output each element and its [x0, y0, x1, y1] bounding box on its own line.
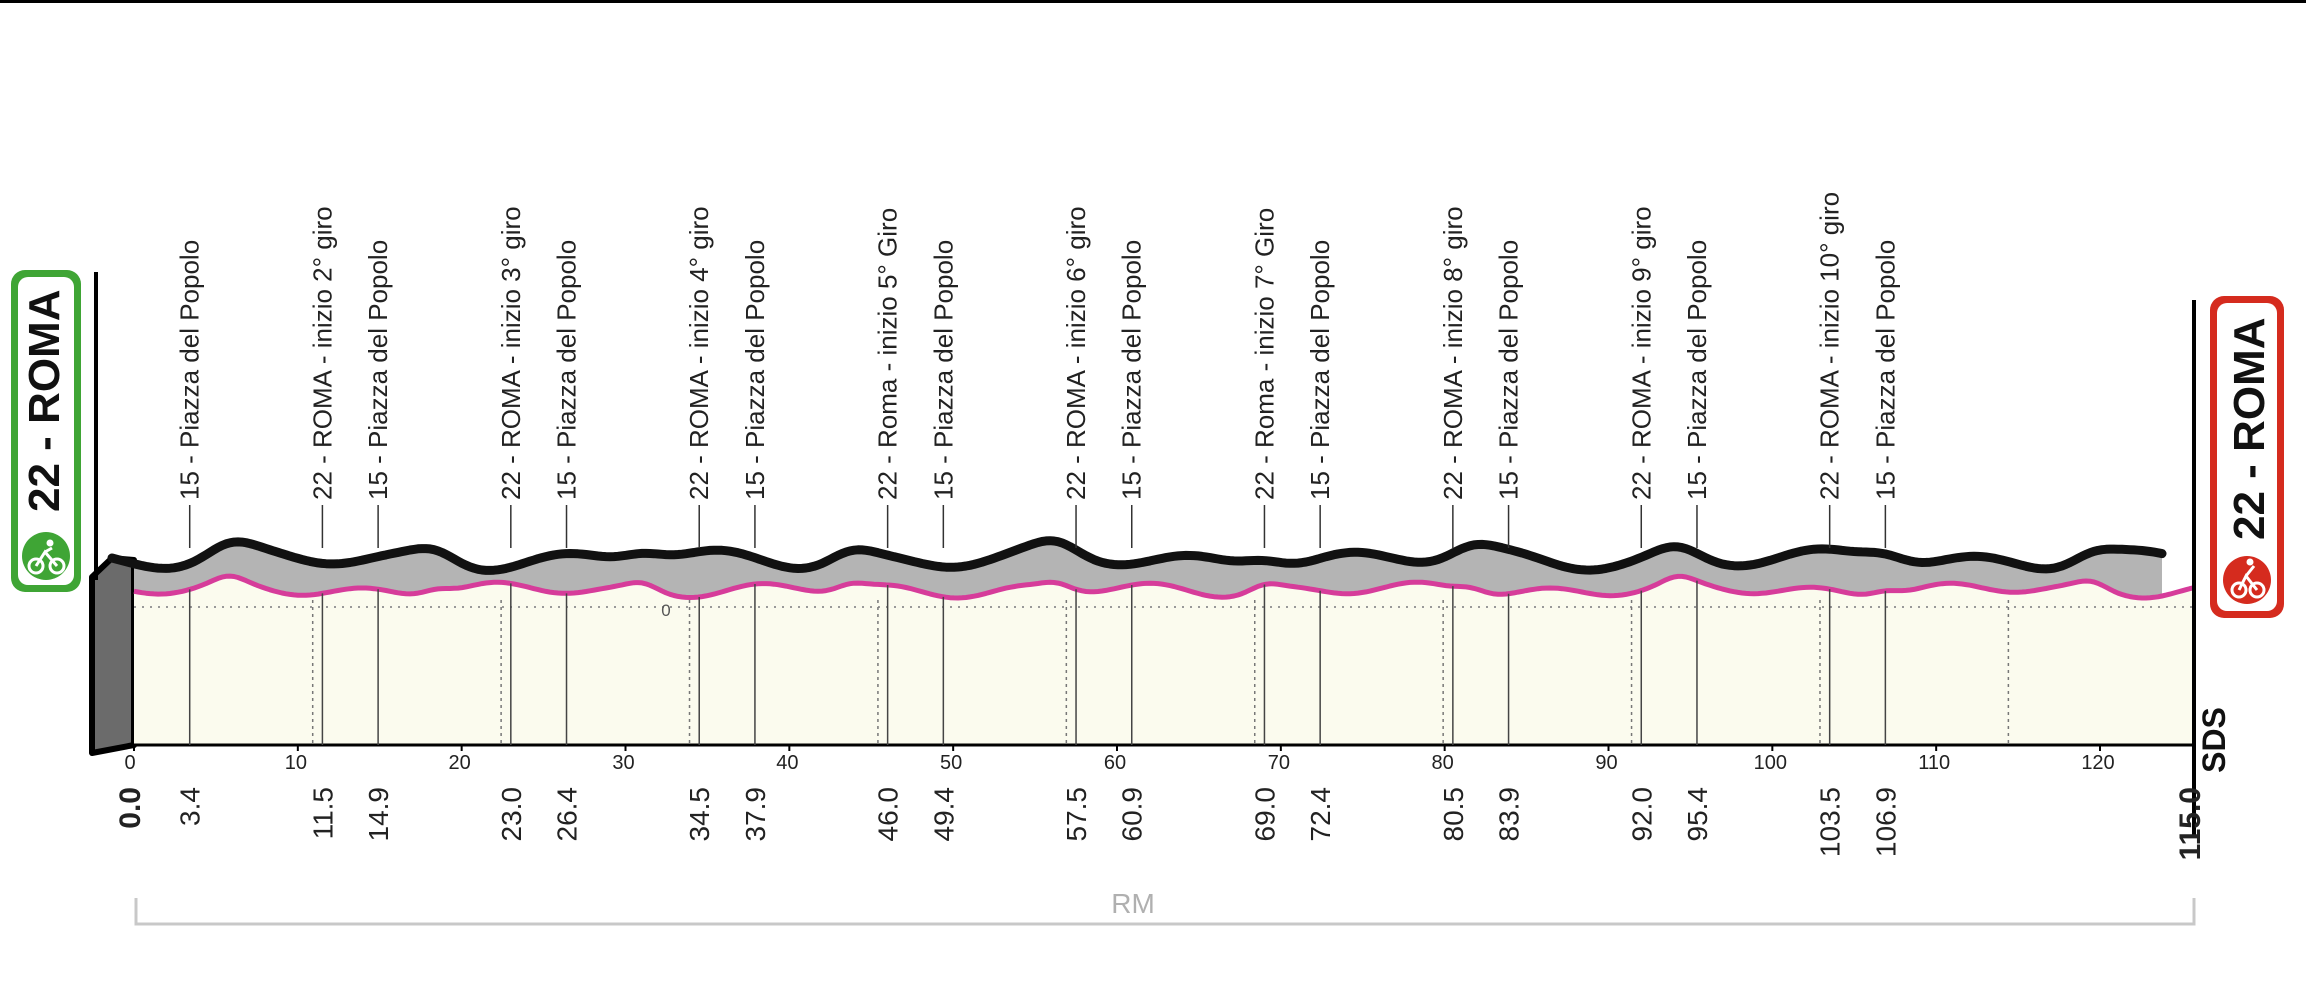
point-label: 15 - Piazza del Popolo [1682, 240, 1712, 500]
top-rule [0, 0, 2306, 3]
x-tick-label: 20 [449, 752, 471, 774]
x-tick-label: 120 [2081, 752, 2114, 774]
km-marker-label: 60.9 [1117, 787, 1148, 842]
km-marker-label: 26.4 [552, 787, 583, 842]
profile-base: 0 0 10 20 30 40 50 60 70 80 90 100 110 120 [89, 272, 2196, 836]
point-label: 22 - Roma - inizio 5° Giro [873, 208, 903, 500]
x-tick-label: 100 [1754, 752, 1787, 774]
km-marker-label: 11.5 [307, 787, 338, 839]
point-label: 22 - ROMA - inizio 9° giro [1626, 206, 1656, 500]
brand-logo: SDS [2196, 707, 2232, 773]
point-label: 22 - ROMA - inizio 8° giro [1438, 206, 1468, 500]
finish-badge: 22 - ROMA [2210, 296, 2284, 618]
point-label: 22 - ROMA - inizio 3° giro [496, 206, 526, 500]
x-tick-label: 10 [285, 752, 307, 774]
x-tick-label: 110 [1918, 752, 1950, 774]
x-tick-label: 50 [940, 752, 962, 774]
profile-line [133, 573, 2195, 601]
x-tick-label: 40 [776, 752, 798, 774]
km-marker-label: 103.5 [1815, 787, 1846, 857]
point-label: 15 - Piazza del Popolo [928, 240, 958, 500]
point-label: 15 - Piazza del Popolo [740, 240, 770, 500]
x-tick-label: 80 [1432, 752, 1454, 774]
km-marker-label: 83.9 [1494, 787, 1525, 842]
point-label: 15 - Piazza del Popolo [363, 240, 393, 500]
cyclist-icon [22, 532, 70, 580]
point-label: 15 - Piazza del Popolo [175, 240, 205, 500]
x-tick-label: 60 [1104, 752, 1126, 774]
point-label: 22 - Roma - inizio 7° Giro [1249, 208, 1279, 500]
km-marker-label: 3.4 [175, 787, 206, 826]
km-marker-label: 106.9 [1870, 787, 1901, 857]
point-label: 15 - Piazza del Popolo [1117, 240, 1147, 500]
point-label: 15 - Piazza del Popolo [552, 240, 582, 500]
point-label: 22 - ROMA - inizio 10° giro [1815, 192, 1845, 500]
profile-area [134, 576, 2194, 745]
km-marker-label: 95.4 [1682, 787, 1713, 842]
region-label: RM [1111, 888, 1155, 919]
point-label: 15 - Piazza del Popolo [1870, 240, 1900, 500]
point-label: 22 - ROMA - inizio 4° giro [684, 206, 714, 500]
point-label: 15 - Piazza del Popolo [1494, 240, 1524, 500]
y-axis-marker: 0 [661, 601, 670, 620]
km-marker-label: 14.9 [363, 787, 394, 842]
finish-cyclist-icon [2223, 556, 2271, 604]
profile-top-outline [107, 536, 2167, 575]
km-marker-label: 92.0 [1626, 787, 1657, 842]
region-bar: RM [134, 888, 2196, 926]
x-tick-label: 90 [1595, 752, 1617, 774]
km-marker-label: 80.5 [1438, 787, 1469, 842]
point-label: 15 - Piazza del Popolo [1305, 240, 1335, 500]
km-marker-label: 49.4 [928, 787, 959, 842]
km-marker-label: 0.0 [114, 787, 147, 829]
x-tick-label: 70 [1268, 752, 1290, 774]
km-marker-label: 37.9 [740, 787, 771, 842]
km-marker-label: 34.5 [684, 787, 715, 842]
point-label: 22 - ROMA - inizio 2° giro [307, 206, 337, 500]
km-marker-label: 57.5 [1061, 787, 1092, 842]
finish-label: 22 - ROMA [2225, 318, 2274, 540]
km-marker-label: 46.0 [873, 787, 904, 842]
km-marker-label: 72.4 [1305, 787, 1336, 842]
point-label: 22 - ROMA - inizio 6° giro [1061, 206, 1091, 500]
x-tick-label: 0 [124, 752, 135, 774]
x-tick-label: 30 [612, 752, 634, 774]
profile-side-wall [89, 555, 137, 756]
km-marker-label: 69.0 [1249, 787, 1280, 842]
point-labels: 0.0 3.4 11.5 14.9 23.0 26.4 34.5 37.9 46.0 49.4 57… [114, 192, 2207, 861]
km-marker-label: 115.0 [2174, 787, 2207, 860]
km-marker-label: 23.0 [496, 787, 527, 842]
start-badge: 22 - ROMA [11, 270, 81, 592]
start-label: 22 - ROMA [20, 290, 69, 512]
